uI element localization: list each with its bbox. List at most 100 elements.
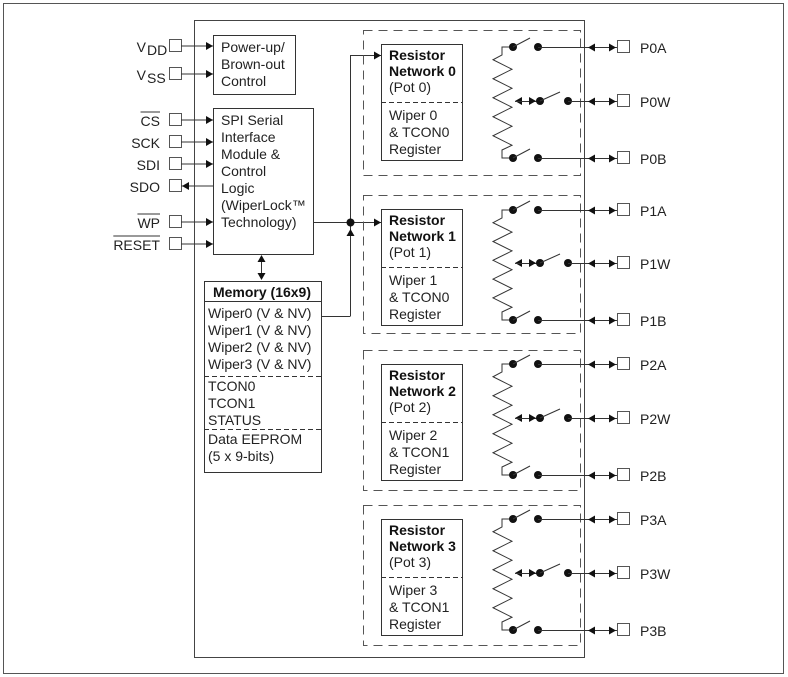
arrow-icon <box>609 414 616 423</box>
register-label: Register <box>389 141 441 157</box>
pin-label: V <box>137 39 147 55</box>
pin-label: P1A <box>640 203 667 219</box>
resistor-3-icon <box>491 518 514 631</box>
arrow-icon <box>206 116 213 124</box>
pin-label: P2B <box>640 468 666 484</box>
switch-b-icon <box>512 465 531 476</box>
pin-label: P1B <box>640 313 666 329</box>
memory-register: TCON0 <box>208 378 256 394</box>
pin-sdi <box>169 157 182 170</box>
resistor-1-icon <box>491 209 514 321</box>
arrow-icon <box>588 259 595 268</box>
pin-label: P3W <box>640 566 671 582</box>
arrow-icon <box>588 154 595 163</box>
network-title: Network 1 <box>389 228 456 244</box>
resistor-network-0-boundary <box>363 30 581 176</box>
switch-a-icon <box>512 509 531 520</box>
spi-block <box>213 108 314 255</box>
pin-label: WP <box>137 215 160 231</box>
power-block-text: Control <box>221 73 266 89</box>
resistor-network-2-boundary <box>363 350 581 491</box>
spi-block-text: Module & <box>221 146 281 162</box>
wiper-arrow-icon <box>529 414 536 422</box>
arrow-icon <box>206 70 213 78</box>
register-label: Register <box>389 616 441 632</box>
pin-label: P2A <box>640 357 667 373</box>
register-label: & TCON1 <box>389 444 450 460</box>
arrow-icon <box>588 471 595 480</box>
register-label: Wiper 3 <box>389 582 437 598</box>
network-title: Network 3 <box>389 538 456 554</box>
pin-subscript: SS <box>147 70 166 86</box>
arrow-icon <box>609 259 616 268</box>
arrow-icon <box>206 160 213 168</box>
register-label: & TCON0 <box>389 289 450 305</box>
arrow-icon <box>609 206 616 215</box>
pin-sck <box>169 135 182 148</box>
memory-wiper: Wiper2 (V & NV) <box>208 339 311 355</box>
pin-label: P0A <box>640 40 667 56</box>
pin-p1b <box>617 313 630 326</box>
power-block-text: Brown-out <box>221 56 285 72</box>
pin-label: RESET <box>113 237 160 253</box>
memory-wiper: Wiper3 (V & NV) <box>208 356 311 372</box>
bus-arrow-icon <box>346 229 355 236</box>
arrow-icon <box>182 182 189 190</box>
switch-a-icon <box>512 200 531 211</box>
pin-p1a <box>617 203 630 216</box>
arrow-icon <box>374 218 381 227</box>
resistor-0-icon <box>491 46 514 159</box>
register-label: Wiper 0 <box>389 107 437 123</box>
pin-p3w <box>617 566 630 579</box>
wiper-arrow-icon <box>529 569 536 577</box>
switch-w-icon <box>539 563 561 574</box>
pin-p0w <box>617 94 630 107</box>
spi-block-text: Logic <box>221 180 254 196</box>
register-label: Wiper 1 <box>389 272 437 288</box>
memory-eeprom: Data EEPROM <box>208 431 302 447</box>
pin-p2w <box>617 411 630 424</box>
pot-label: (Pot 3) <box>389 554 431 570</box>
spi-block-text: Control <box>221 163 266 179</box>
arrow-icon <box>588 97 595 106</box>
arrow-icon <box>588 515 595 524</box>
switch-b-icon <box>512 620 531 631</box>
switch-w-icon <box>539 253 561 264</box>
spi-block-text: SPI Serial <box>221 112 283 128</box>
arrow-icon <box>206 42 213 50</box>
pin-label: P2W <box>640 411 671 427</box>
arrow-icon <box>588 360 595 369</box>
spi-block-text: Interface <box>221 129 276 145</box>
register-label: & TCON1 <box>389 599 450 615</box>
pin-p3b <box>617 623 630 636</box>
arrow-icon <box>609 154 616 163</box>
switch-a-icon <box>512 354 531 365</box>
arrow-icon <box>609 97 616 106</box>
network-title: Network 0 <box>389 63 456 79</box>
pin-cs <box>169 113 182 126</box>
switch-b-icon <box>512 310 531 321</box>
wiper-arrow-icon <box>529 259 536 267</box>
pin-p3a <box>617 512 630 525</box>
arrow-icon <box>609 471 616 480</box>
pin-sdo <box>169 179 182 192</box>
spi-block-text: Technology) <box>221 214 297 230</box>
wiper-arrow-icon <box>529 97 536 105</box>
pot-label: (Pot 0) <box>389 79 431 95</box>
register-label: Register <box>389 461 441 477</box>
arrow-icon <box>588 626 595 635</box>
pin-vss <box>169 67 182 80</box>
pin-p2b <box>617 468 630 481</box>
network-title: Resistor <box>389 522 446 538</box>
memory-register: TCON1 <box>208 395 256 411</box>
pin-label: SCK <box>131 135 160 151</box>
arrow-icon <box>609 360 616 369</box>
pin-label: P0W <box>640 94 671 110</box>
register-label: Wiper 2 <box>389 427 437 443</box>
memory-title: Memory (16x9) <box>213 284 311 300</box>
pin-label: P3B <box>640 623 666 639</box>
arrow-icon <box>588 316 595 325</box>
arrow-icon <box>257 255 266 262</box>
pin-p0b <box>617 151 630 164</box>
arrow-icon <box>609 515 616 524</box>
